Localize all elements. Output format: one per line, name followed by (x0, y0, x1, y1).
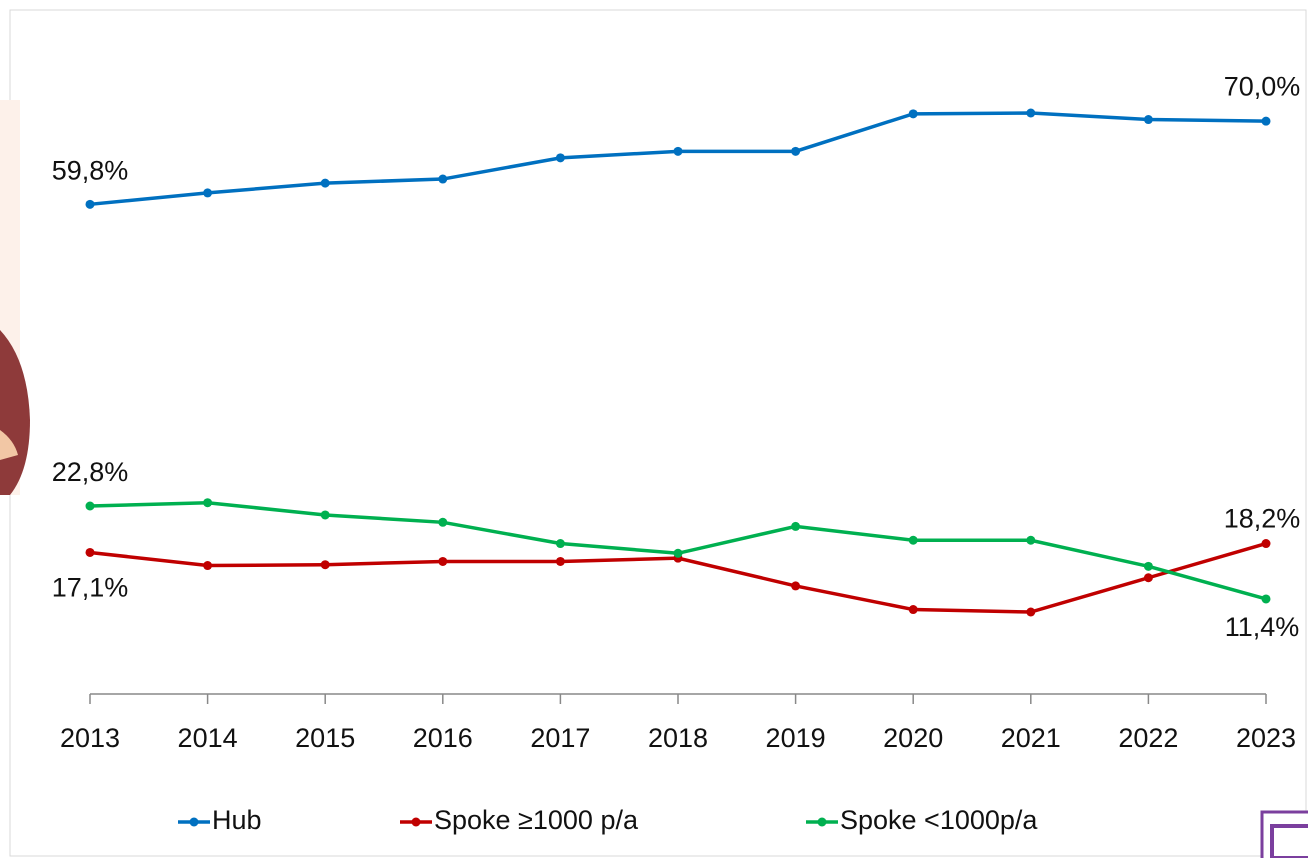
legend-marker (190, 818, 199, 827)
data-point (909, 605, 918, 614)
data-point (1144, 562, 1153, 571)
decoration-icon (1262, 812, 1308, 858)
data-point (556, 153, 565, 162)
chart: 2013 2014 2015 2016 2017 2018 2019 2020 2021 2022… (0, 0, 1308, 858)
x-tick-label: 2014 (178, 723, 238, 753)
data-point (1026, 536, 1035, 545)
data-label: 17,1% (52, 573, 129, 603)
data-point (1144, 573, 1153, 582)
data-point (556, 557, 565, 566)
data-point (438, 557, 447, 566)
data-point (203, 561, 212, 570)
x-tick-label: 2015 (295, 723, 355, 753)
data-point (321, 560, 330, 569)
data-point (321, 510, 330, 519)
data-point (1026, 608, 1035, 617)
data-point (674, 147, 683, 156)
data-point (1262, 539, 1271, 548)
x-tick-label: 2020 (883, 723, 943, 753)
legend-label: Spoke <1000p/a (840, 805, 1038, 835)
legend-marker (818, 818, 827, 827)
data-point (321, 179, 330, 188)
x-tick-label: 2016 (413, 723, 473, 753)
x-tick-label: 2023 (1236, 723, 1296, 753)
x-tick-label: 2021 (1001, 723, 1061, 753)
x-tick-label: 2018 (648, 723, 708, 753)
data-point (556, 539, 565, 548)
data-point (438, 518, 447, 527)
data-label: 70,0% (1224, 71, 1301, 101)
data-point (86, 548, 95, 557)
data-label: 18,2% (1224, 504, 1301, 534)
data-label: 11,4% (1225, 612, 1300, 642)
legend-label: Hub (212, 805, 262, 835)
data-point (791, 522, 800, 531)
data-point (86, 200, 95, 209)
x-tick-label: 2022 (1118, 723, 1178, 753)
data-point (86, 502, 95, 511)
data-point (203, 498, 212, 507)
data-point (909, 109, 918, 118)
data-point (1144, 115, 1153, 124)
data-label: 22,8% (52, 457, 129, 487)
data-point (438, 175, 447, 184)
x-tick-label: 2019 (766, 723, 826, 753)
legend-label: Spoke ≥1000 p/a (434, 805, 639, 835)
data-point (909, 536, 918, 545)
data-label: 59,8% (52, 155, 129, 185)
x-tick-label: 2013 (60, 723, 120, 753)
data-point (674, 549, 683, 558)
legend-marker (412, 818, 421, 827)
data-point (203, 188, 212, 197)
data-point (791, 581, 800, 590)
data-point (1262, 594, 1271, 603)
data-point (791, 147, 800, 156)
data-point (1026, 109, 1035, 118)
data-point (1262, 117, 1271, 126)
x-tick-label: 2017 (530, 723, 590, 753)
